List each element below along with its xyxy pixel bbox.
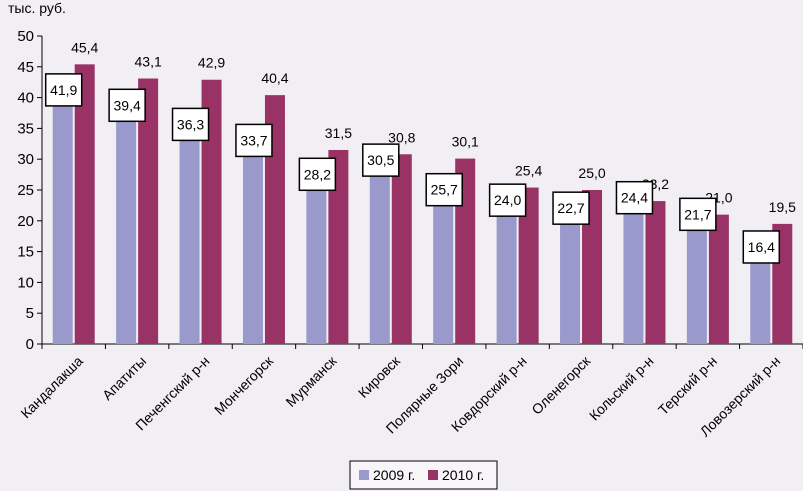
data-label-2009-box	[679, 197, 717, 232]
data-label-2009: 33,7	[240, 132, 267, 148]
data-label-2009: 39,4	[114, 97, 141, 113]
bar-2009	[433, 185, 454, 344]
bar-2010	[138, 78, 159, 344]
y-tick-label: 15	[17, 244, 34, 261]
data-label-2009-box	[488, 183, 527, 217]
category-label: Апатиты	[99, 353, 149, 403]
data-label-2010: 31,5	[325, 125, 352, 141]
data-label-2009-box	[425, 172, 463, 207]
y-tick-label: 5	[26, 305, 34, 322]
data-label-2009-box	[171, 107, 210, 142]
bar-2010	[201, 79, 222, 345]
data-label-2009-box	[44, 73, 83, 107]
legend-label: 2009 г.	[373, 467, 415, 483]
data-label-2009-box	[552, 191, 590, 225]
bar-2010	[391, 154, 412, 344]
bar-2009	[306, 170, 327, 344]
data-label-2010: 30,8	[388, 129, 415, 145]
y-tick-label: 35	[17, 120, 34, 137]
bar-2010	[328, 149, 349, 344]
data-label-2009-box	[615, 180, 654, 215]
data-label-2009-box	[742, 230, 781, 264]
data-label-2010: 42,9	[198, 55, 225, 71]
y-tick-label: 45	[17, 59, 34, 76]
data-label-2009-box	[108, 88, 146, 123]
y-tick-label: 0	[26, 336, 34, 353]
data-label-2010: 19,5	[769, 199, 796, 215]
legend-swatch	[359, 470, 369, 480]
bar-2010	[74, 64, 95, 344]
bar-2010	[264, 95, 285, 344]
data-label-2009: 28,2	[304, 166, 331, 182]
data-labels: 45,4 41,9 43,1 39,4 42,9 36,3 40,4 33,7 31,5 28,2…	[44, 39, 796, 264]
y-tick-label: 10	[17, 274, 34, 291]
data-label-2009: 36,3	[177, 116, 204, 132]
y-tick-label: 40	[17, 90, 34, 107]
legend: 2009 г. 2010 г.	[349, 460, 498, 490]
bar-2009	[686, 210, 707, 344]
data-label-2010: 25,4	[515, 163, 542, 179]
unit-label: тыс. руб.	[8, 0, 66, 16]
category-label: Кандалакша	[17, 353, 86, 422]
bar-2010	[708, 214, 729, 344]
data-label-2009-box	[298, 157, 337, 192]
bar-2009	[623, 193, 644, 344]
bar-2009	[496, 196, 517, 344]
category-label: Мончегорск	[211, 352, 277, 418]
bar-2009	[242, 136, 263, 344]
bar-2009	[369, 156, 390, 344]
data-label-2009: 24,4	[621, 190, 648, 206]
category-label: Кольский р-н	[586, 353, 657, 424]
y-tick-label: 20	[17, 213, 34, 230]
data-label-2010: 40,4	[261, 70, 288, 86]
legend-swatch	[428, 470, 438, 480]
bar-2009	[560, 204, 581, 344]
y-tick-label: 30	[17, 151, 34, 168]
data-label-2009: 16,4	[748, 239, 775, 255]
data-label-2010: 43,1	[135, 54, 162, 70]
data-label-2010: 45,4	[71, 39, 98, 55]
bar-2010	[518, 187, 539, 344]
bar-2009	[179, 120, 200, 344]
category-label: Терский р-н	[655, 353, 720, 418]
data-label-2009: 25,7	[431, 182, 458, 198]
bar-2009	[750, 242, 771, 344]
data-label-2009: 21,7	[684, 206, 711, 222]
data-label-2010: 25,0	[578, 165, 605, 181]
data-label-2009: 22,7	[557, 200, 584, 216]
bar-2009	[52, 85, 73, 345]
legend-box	[349, 460, 498, 490]
legend-label: 2010 г.	[442, 467, 484, 483]
data-label-2009: 30,5	[367, 152, 394, 168]
category-label: Мурманск	[282, 352, 340, 410]
bar-2010	[582, 190, 603, 344]
data-label-2009: 24,0	[494, 192, 521, 208]
bar-2009	[116, 101, 137, 345]
y-tick-label: 25	[17, 182, 34, 199]
data-label-2010: 30,1	[452, 134, 479, 150]
data-label-2009: 41,9	[50, 82, 77, 98]
y-tick-label: 50	[17, 28, 34, 45]
category-label: Кировск	[355, 352, 404, 401]
axes: 0 5 10 15 20 25 30 35 40 45 50	[17, 28, 803, 353]
bar-2010	[645, 201, 666, 344]
data-label-2009-box	[235, 123, 273, 158]
category-label: Оленегорск	[528, 352, 593, 417]
data-label-2009-box	[362, 143, 400, 177]
